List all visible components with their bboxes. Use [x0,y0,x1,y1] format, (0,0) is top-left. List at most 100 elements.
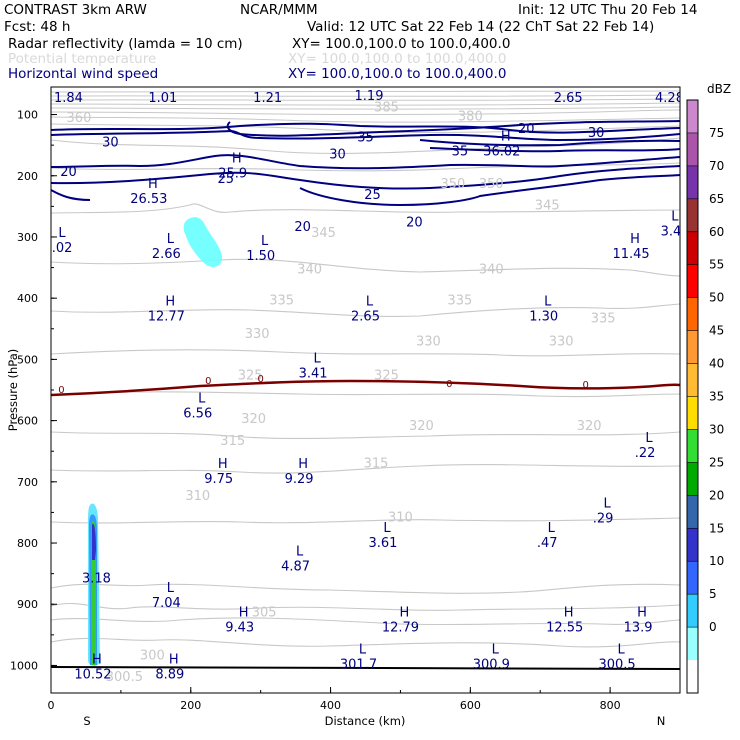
colorbar-swatch [687,396,698,430]
colorbar-swatch [687,132,698,166]
colorbar-label: 45 [709,324,724,338]
extremum-value: 300.5 [598,657,635,672]
theta-contour-label: 320 [577,419,602,434]
low-marker: L [359,642,367,657]
high-marker: H [637,606,647,621]
theta-contour-label: 330 [245,327,270,342]
theta-contour-label: 335 [447,293,472,308]
extremum-value: 1.30 [529,310,558,325]
low-marker: L [198,391,206,406]
low-marker: L [261,234,269,249]
extremum-value: 9.75 [204,472,233,487]
field-wind: Horizontal wind speed [8,66,158,82]
x-tick-label: 600 [460,699,481,712]
extremum-value: 1.21 [253,91,282,106]
org-name: NCAR/MMM [240,2,318,18]
theta-contour-label: 300 [140,648,165,663]
wind-contour-label: 30 [329,148,346,163]
extremum-value: 36.02 [483,144,520,159]
theta-contour-label: 330 [549,334,574,349]
extremum-value: .47 [537,536,558,551]
colorbar-label: 40 [709,357,724,371]
wind-contour-labels: 30 35 30 20 30 35 20 25 25 20 20 [60,122,604,235]
theta-contour-label: 345 [535,198,560,213]
colorbar-label: 20 [709,488,724,502]
extremum-value: 301.7 [340,657,377,672]
y-tick-label: 900 [17,598,38,611]
extremum-value: 12.77 [148,310,185,325]
low-marker: L [492,642,500,657]
extremum-value: 26.53 [130,192,167,207]
theta-contour-label: 310 [185,489,210,504]
colorbar-label: 55 [709,258,724,272]
low-marker: L [366,295,374,310]
wind-contour-label: 35 [452,145,469,160]
high-marker: H [169,653,179,668]
colorbar-swatch [687,429,698,463]
high-marker: H [232,151,242,166]
x-tick-label: 800 [600,699,621,712]
extremum-value: 3.02 [44,241,73,256]
x-tick-label: 200 [180,699,201,712]
theta-contour-label: 335 [591,312,616,327]
wind-contour-label: 20 [294,220,311,235]
extremum-value: 4.87 [281,559,310,574]
high-marker: H [148,177,158,192]
colorbar-label: 35 [709,390,724,404]
colorbar-swatch [687,462,698,496]
model-name: CONTRAST 3km ARW [4,2,147,18]
extremum-value: .29 [593,512,614,527]
extremum-value: 11.45 [612,247,649,262]
colorbar-label: 30 [709,422,724,436]
low-marker: L [296,544,304,559]
theta-contour-label: 380 [458,110,483,125]
x-axis: 0 200 400 600 800 [48,687,681,712]
extremum-value: 13.9 [624,621,653,636]
colorbar-swatch [687,297,698,331]
wind-contour-label: 35 [357,130,374,145]
valid-time: Valid: 12 UTC Sat 22 Feb 14 (22 ChT Sat … [307,19,654,35]
wind-contour-label: 30 [588,126,605,141]
low-marker: L [603,497,611,512]
y-tick-label: 300 [17,231,38,244]
zero-isotherm-labels: 0 0 0 0 0 [58,374,589,396]
theta-contour-label: 340 [479,263,504,278]
extremum-value: 12.55 [546,621,583,636]
extremum-value: 3.41 [299,367,328,382]
high-marker: H [165,295,175,310]
zero-isotherm-label: 0 [58,385,64,396]
low-marker: L [268,76,276,91]
extremum-value: 1.19 [355,89,384,104]
field-reflectivity: Radar reflectivity (lamda = 10 cm) [8,36,243,52]
colorbar-label: 10 [709,554,724,568]
colorbar-label: 50 [709,291,724,305]
low-marker: L [58,226,66,241]
extremum-value: 9.43 [225,621,254,636]
colorbar-swatch [687,100,698,133]
field-wind-xy: XY= 100.0,100.0 to 100.0,400.0 [288,66,506,82]
low-marker: L [670,76,678,91]
y-tick-label: 400 [17,292,38,305]
field-reflectivity-xy: XY= 100.0,100.0 to 100.0,400.0 [292,36,510,52]
theta-contour-label: 310 [388,511,413,526]
zero-isotherm [51,379,680,397]
extremum-value: 10.52 [74,668,111,683]
theta-contour-label: 315 [220,434,245,449]
theta-contour-label: 335 [269,293,294,308]
theta-contour-label: 385 [374,100,399,115]
y-tick-label: 100 [17,109,38,122]
high-marker: H [501,129,511,144]
high-marker: H [239,606,249,621]
theta-contour-label: 320 [409,419,434,434]
extremum-value: 3.18 [82,572,111,587]
colorbar-label: 65 [709,192,724,206]
low-marker: L [548,521,556,536]
wind-contour-label: 20 [60,165,77,180]
wind-extrema-markers: L1.84L1.01L1.21L1.19L2.65L4.28H36.02H25.… [44,76,680,683]
y-tick-label: 500 [17,353,38,366]
high-marker: H [92,653,102,668]
x-tick-label: 400 [320,699,341,712]
extremum-value: 2.66 [152,247,181,262]
